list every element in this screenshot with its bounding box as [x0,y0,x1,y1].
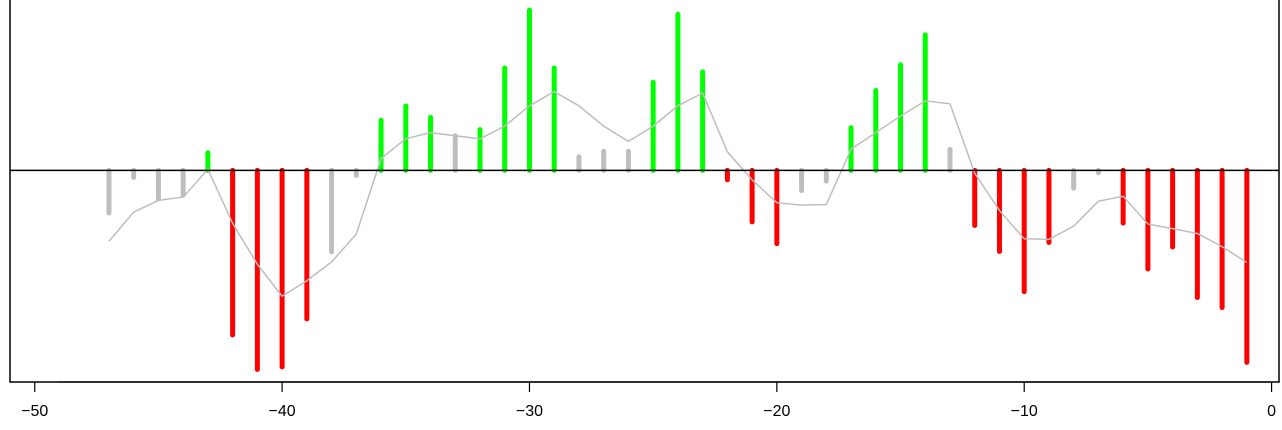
x-axis-ticks: −50 −40 −30 −20 −10 0 [21,382,1276,420]
x-tick-label: −20 [763,403,790,420]
trend-line [108,90,1248,298]
bars-layer [106,7,1250,372]
x-tick-label: 0 [1267,403,1276,420]
x-tick-label: −40 [269,403,296,420]
x-tick-label: −30 [516,403,543,420]
plot-frame [9,0,1280,383]
x-tick-label: −10 [1011,403,1038,420]
x-tick-label: −50 [21,403,48,420]
